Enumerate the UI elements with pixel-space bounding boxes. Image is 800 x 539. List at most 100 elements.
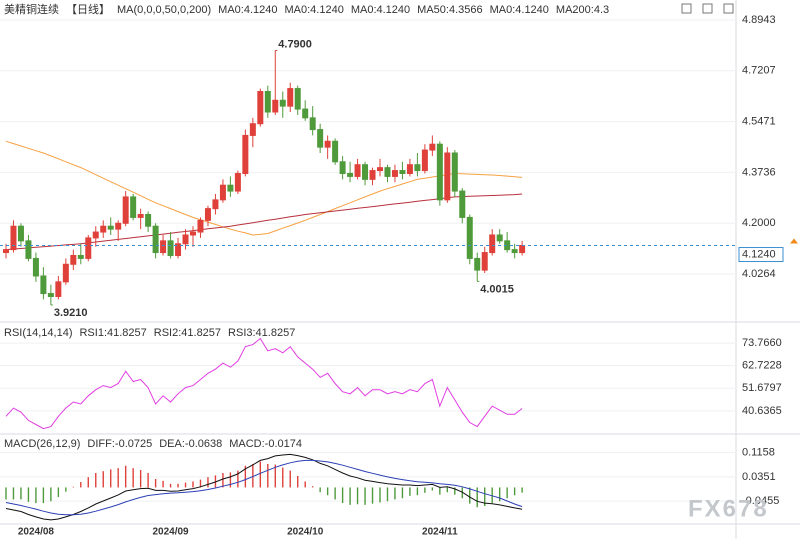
candle-body [249, 123, 256, 136]
candle-body [272, 99, 279, 113]
last-price-label: 4.1240 [742, 248, 776, 260]
icon[interactable] [723, 3, 734, 14]
legend-text: DIFF:-0.0725 [87, 438, 152, 450]
candle-body [227, 184, 234, 192]
candle-body [77, 254, 84, 259]
candle-body [369, 170, 376, 180]
candle-body [309, 117, 316, 131]
legend-text: MA0:4.1240 [218, 4, 277, 16]
legend-text: MA0:4.1240 [351, 4, 410, 16]
legend-text: MA0:4.1240 [490, 4, 549, 16]
candle-body [466, 216, 473, 259]
candle-body [115, 222, 122, 230]
candle-body [436, 143, 443, 201]
last-price-box [738, 247, 784, 263]
candle-body [234, 172, 241, 192]
candle-body [182, 234, 189, 245]
y-tick-label: 62.7228 [742, 360, 782, 372]
candle-body [257, 91, 264, 125]
candle-body [100, 225, 107, 233]
candle-body [40, 275, 47, 295]
candle-body [25, 240, 32, 259]
candle-body [444, 152, 451, 201]
candle-body [130, 196, 137, 218]
candle-body [324, 140, 331, 148]
candle-body [152, 225, 159, 254]
legend-text: MA0:4.1240 [285, 4, 344, 16]
legend-text: RSI3:41.8257 [228, 327, 295, 339]
legend-text: RSI1:41.8257 [79, 327, 146, 339]
y-tick-label: 4.7207 [742, 65, 776, 77]
candle-body [190, 231, 196, 236]
y-tick-label: 4.2000 [742, 217, 776, 229]
annotation: 3.9210 [54, 307, 88, 319]
candle-body [122, 196, 129, 224]
candle-body [107, 225, 114, 230]
x-tick-label: 2024/11 [422, 527, 458, 538]
y-tick-label: -0.0455 [742, 495, 779, 507]
legend-text: RSI(14,14,14) [4, 327, 72, 339]
candle-body [347, 172, 354, 177]
candle-body [377, 167, 383, 172]
annotation: 4.7900 [278, 38, 312, 50]
candle-body [145, 213, 152, 227]
y-tick-label: 4.3736 [742, 166, 776, 178]
y-tick-label: 40.6365 [742, 405, 782, 417]
y-tick-label: 4.8943 [742, 14, 776, 26]
watermark: FX678 [688, 495, 769, 522]
candle-body [85, 237, 92, 259]
line-series [5, 337, 523, 430]
candle-body [429, 143, 436, 151]
last-price-arrow [790, 238, 798, 244]
candle-body [70, 254, 77, 265]
candle-body [137, 213, 144, 218]
y-tick-label: 0.1158 [742, 447, 775, 459]
candle-body [421, 149, 428, 172]
candle-body [55, 281, 62, 297]
y-tick-label: 51.6797 [742, 382, 782, 394]
x-tick-label: 2024/10 [287, 527, 324, 538]
candle-body [3, 249, 9, 254]
legend-text: MACD:-0.0174 [229, 438, 302, 450]
candle-body [160, 240, 167, 254]
candle-body [32, 257, 39, 277]
candle-body [474, 257, 481, 271]
y-tick-label: 73.7660 [742, 337, 782, 349]
candle-body [354, 164, 361, 177]
annotation: 4.0015 [480, 283, 514, 295]
candle-body [294, 88, 301, 110]
legend-text: MA(0,0,0,50,0,200) [117, 4, 211, 16]
candle-body [167, 240, 174, 256]
line-series [5, 459, 523, 516]
candle-body [459, 190, 466, 218]
candle-body [175, 243, 182, 256]
legend-text: RSI2:41.8257 [154, 327, 221, 339]
candle-body [399, 170, 406, 174]
legend-text: 【日线】 [66, 2, 110, 16]
legend-text: 美精铜连续 [4, 2, 59, 16]
candle-body [332, 140, 339, 163]
candle-body [204, 208, 211, 221]
legend-text: DEA:-0.0638 [159, 438, 222, 450]
legend-text: MA200:4.3 [556, 4, 609, 16]
candle-body [451, 152, 458, 192]
line-series [5, 140, 523, 236]
candle-body [489, 234, 496, 254]
candle-body [10, 225, 17, 251]
y-tick-label: 4.0264 [742, 268, 776, 280]
candle-body [197, 219, 204, 233]
candle-body [47, 293, 54, 297]
x-tick-label: 2024/09 [152, 527, 189, 538]
icon[interactable] [702, 3, 713, 14]
icon[interactable] [681, 3, 692, 14]
y-tick-label: 0.0351 [742, 471, 776, 483]
candle-body [406, 164, 413, 174]
candle-body [264, 91, 271, 113]
line-series [5, 453, 523, 521]
legend-text: MACD(26,12,9) [4, 438, 80, 450]
toolbar [681, 3, 734, 14]
candle-body [339, 161, 346, 174]
candle-body [212, 199, 219, 210]
candle-body [384, 167, 391, 177]
